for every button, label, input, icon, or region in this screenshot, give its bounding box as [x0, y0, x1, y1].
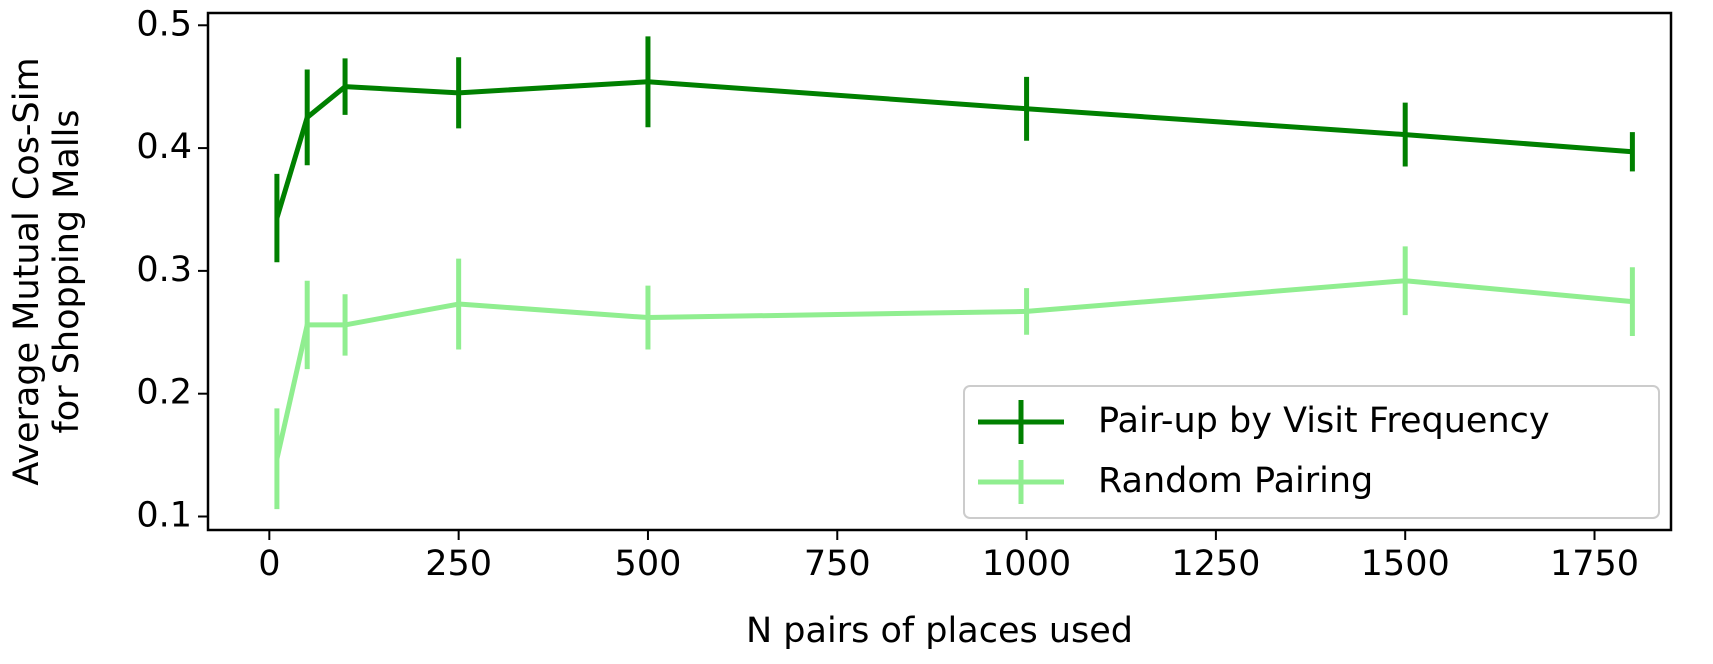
- x-tick-label: 1500: [1361, 544, 1450, 584]
- y-tick-label: 0.4: [136, 127, 192, 167]
- y-tick-label: 0.1: [136, 495, 192, 535]
- legend-label: Pair-up by Visit Frequency: [1098, 401, 1550, 441]
- x-axis-label: N pairs of places used: [746, 611, 1133, 651]
- legend-box: [963, 385, 1660, 519]
- plot-frame: [206, 11, 1673, 532]
- y-tick-label: 0.5: [136, 4, 192, 44]
- y-tick-label: 0.3: [136, 250, 192, 290]
- series-line: [274, 79, 1633, 219]
- y-axis-label: Average Mutual Cos-Sim: [7, 57, 47, 485]
- x-tick-label: 0: [258, 544, 280, 584]
- x-tick-label: 1250: [1171, 544, 1260, 584]
- x-tick-label: 250: [425, 544, 492, 584]
- x-tick-label: 750: [804, 544, 871, 584]
- x-tick-label: 500: [615, 544, 682, 584]
- x-tick-label: 1750: [1550, 544, 1639, 584]
- y-tick-label: 0.2: [136, 373, 192, 413]
- series-line: [274, 278, 1633, 460]
- legend-label: Random Pairing: [1098, 461, 1373, 501]
- x-tick-label: 1000: [982, 544, 1071, 584]
- y-axis-label: for Shopping Malls: [47, 109, 87, 433]
